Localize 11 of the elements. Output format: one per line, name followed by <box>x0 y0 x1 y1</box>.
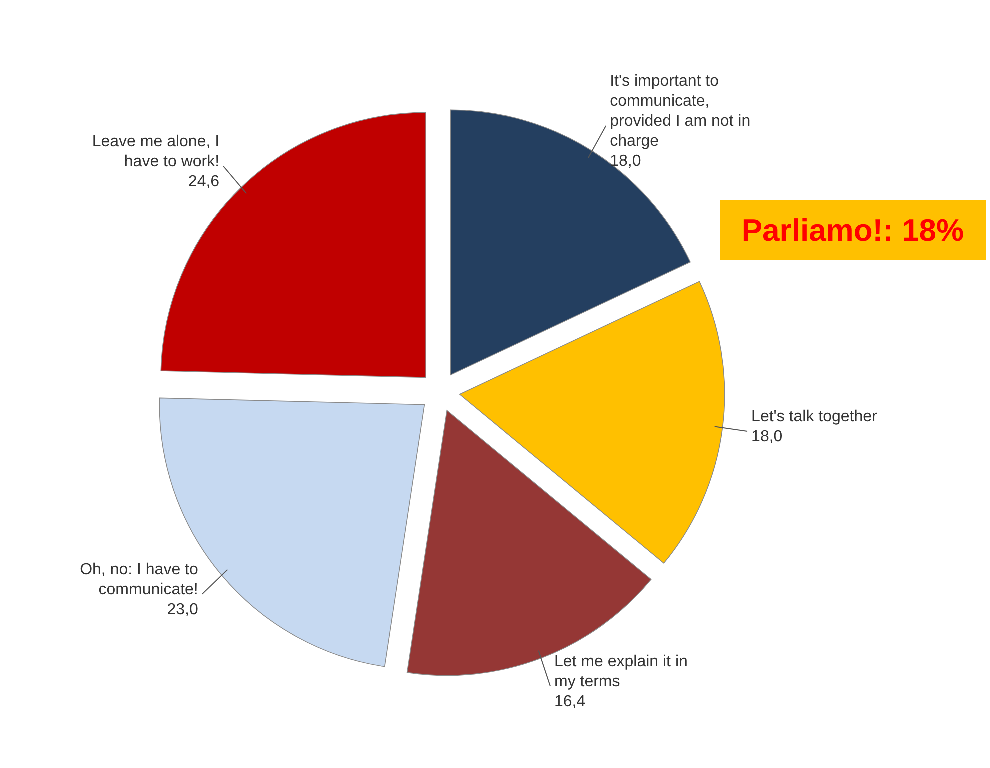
slice-label: Let me explain it in my terms <box>554 653 688 690</box>
slice-label: Let's talk together <box>752 408 878 426</box>
slice-label: Oh, no: I have to communicate! <box>80 561 198 598</box>
slice-label: Leave me alone, I have to work! <box>92 133 220 170</box>
data-label: 16,4 <box>554 693 586 710</box>
text: Parliamo!: 18% <box>742 213 964 248</box>
data-label: 18,0 <box>610 153 642 170</box>
data-label: 23,0 <box>167 601 198 618</box>
data-label: 24,6 <box>188 173 220 190</box>
data-label: 18,0 <box>752 428 783 446</box>
slice-label: It's important to communicate, provided I am not in charge <box>610 73 751 150</box>
